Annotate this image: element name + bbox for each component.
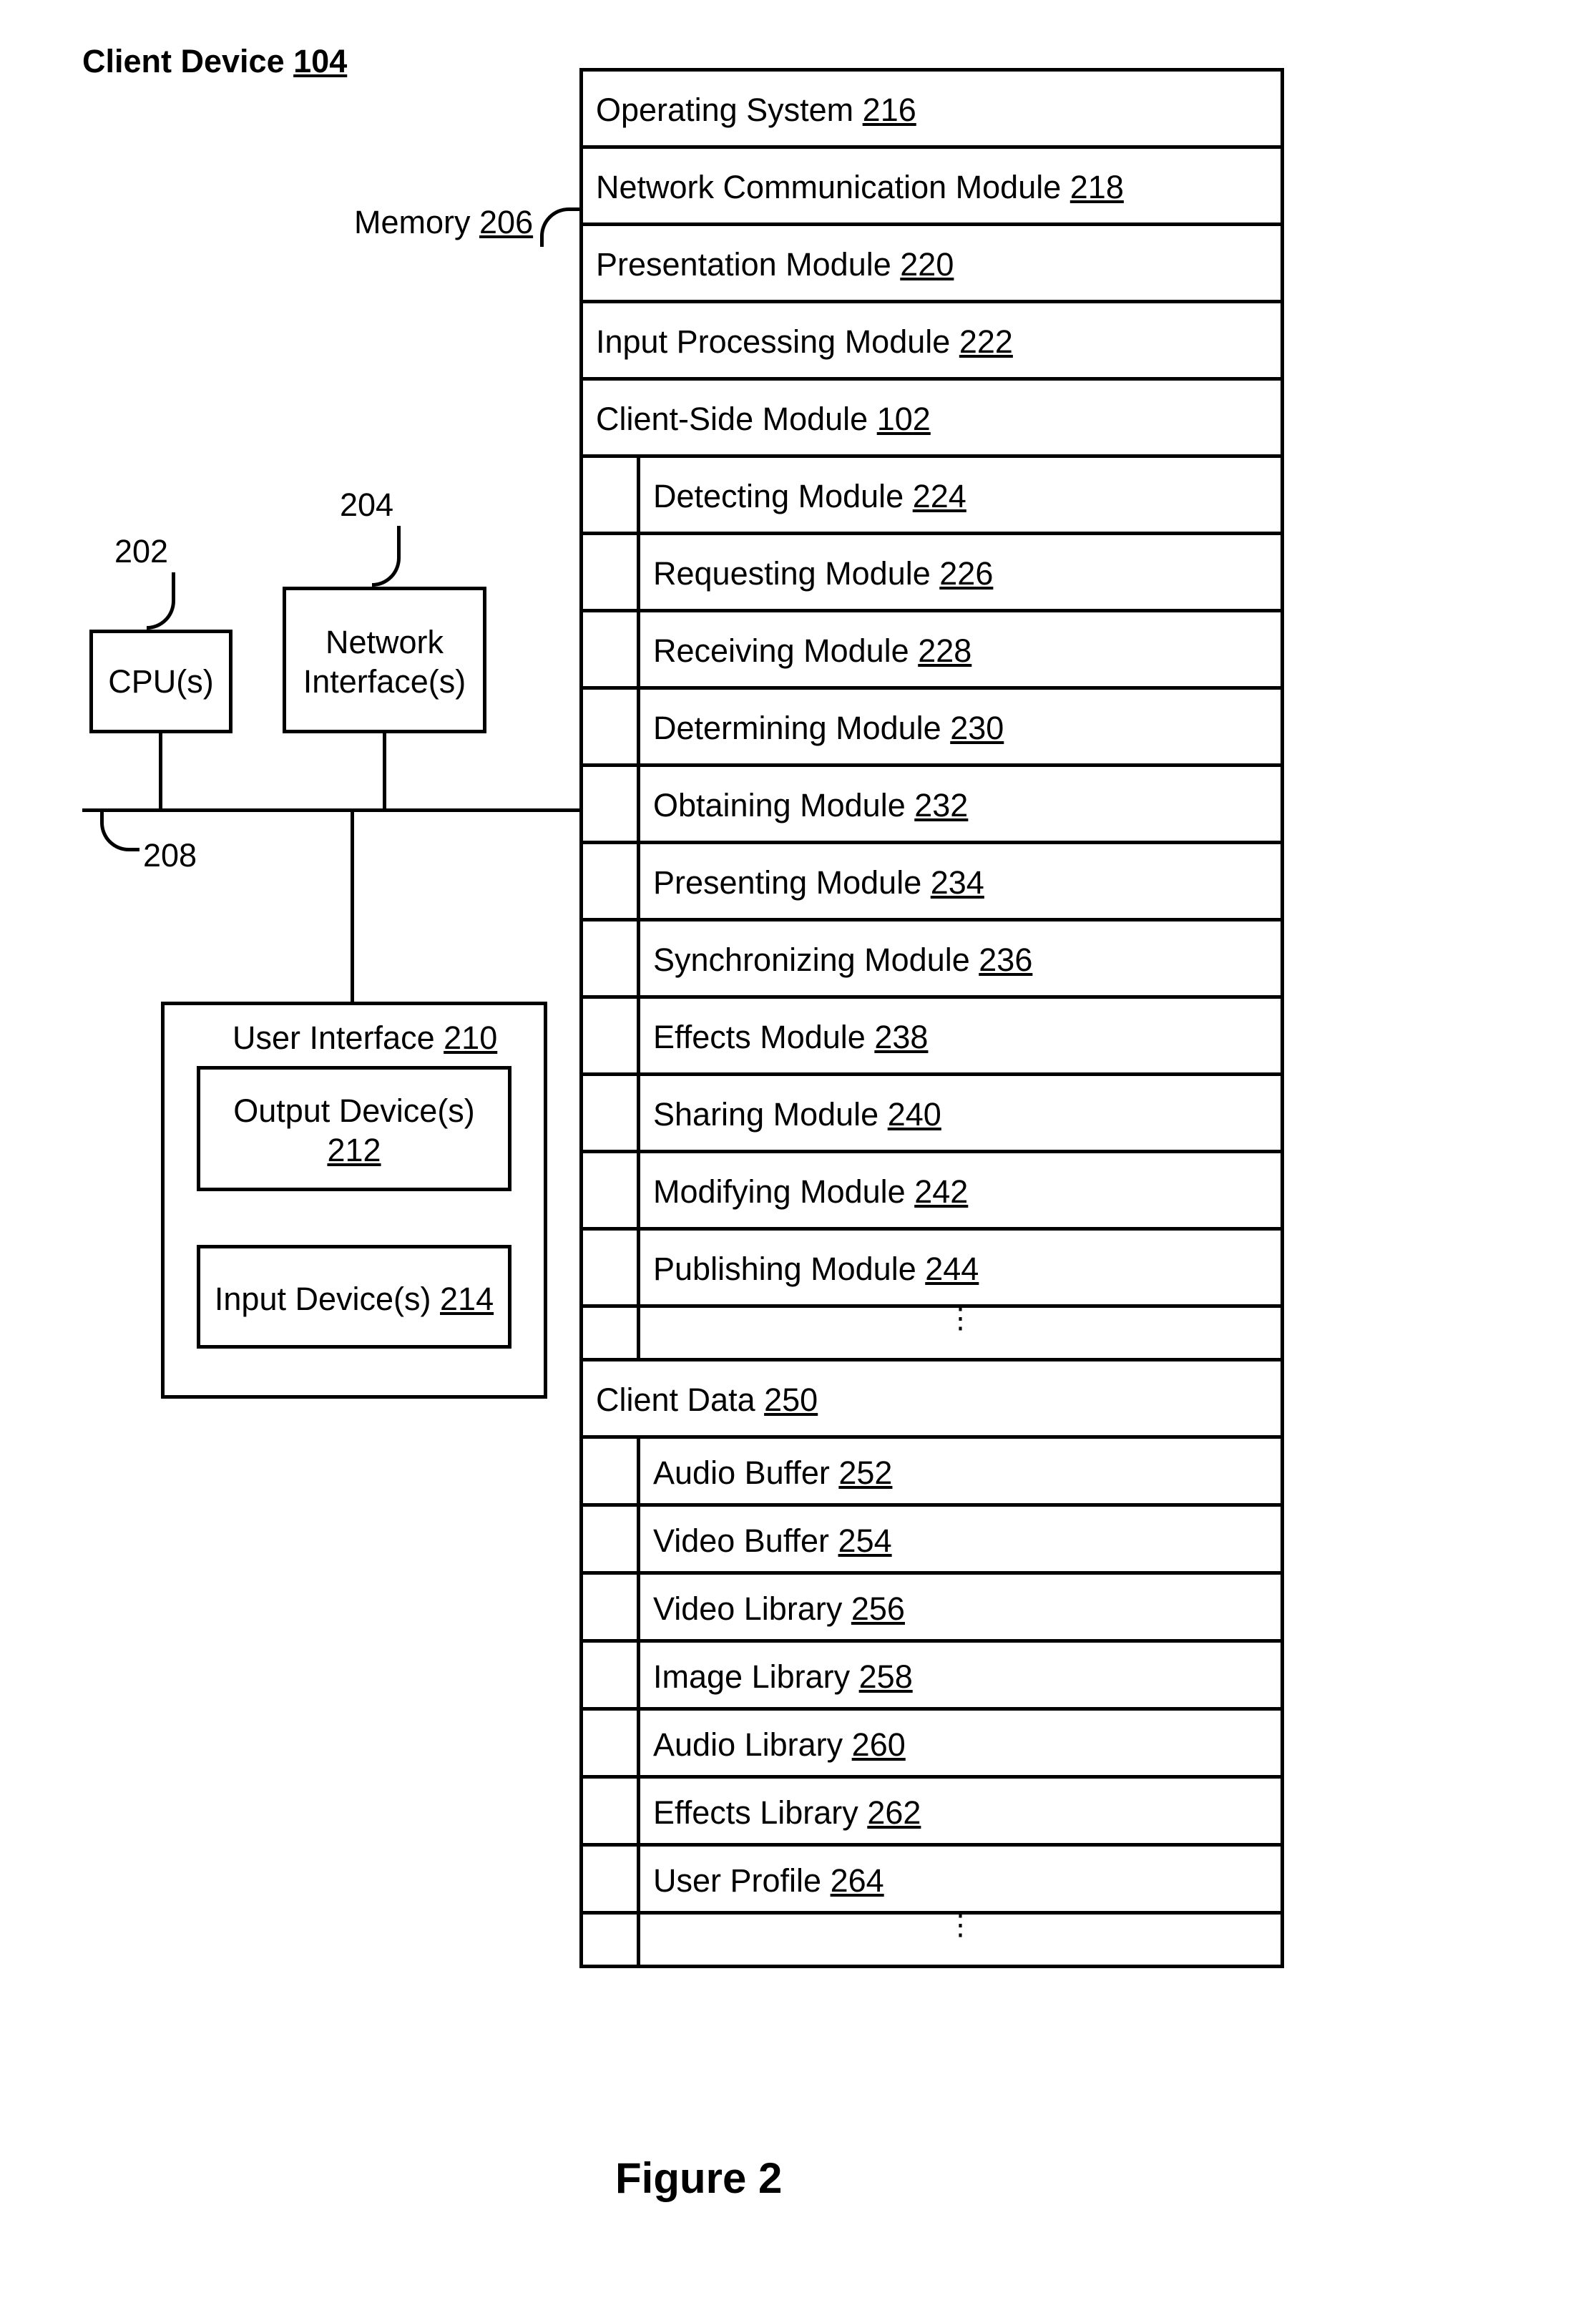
mem-row-ellipsis-2: ⋮ [583, 1915, 1281, 1968]
memory-table: Operating System 216 Network Communicati… [579, 68, 1284, 1968]
memory-lead-icon [540, 207, 579, 247]
out-ref: 212 [327, 1132, 381, 1168]
vertical-ellipsis-icon: ⋮ [946, 1308, 975, 1324]
mem-row-imagelib: Image Library 258 [583, 1643, 1281, 1711]
diagram-page: Client Device 104 CPU(s) 202 Network Int… [0, 0, 1596, 2298]
cpu-box: CPU(s) [89, 630, 232, 733]
mem-row-publishing: Publishing Module 244 [583, 1231, 1281, 1308]
mem-row-userprofile: User Profile 264 [583, 1847, 1281, 1915]
nif-label2: Interface(s) [303, 663, 466, 700]
mem-row-audiobuf: Audio Buffer 252 [583, 1439, 1281, 1507]
output-devices-box: Output Device(s) 212 [197, 1066, 511, 1191]
bus-lead-icon [100, 812, 139, 851]
nif-bus-line [383, 733, 386, 811]
mem-row-determining: Determining Module 230 [583, 690, 1281, 767]
vertical-ellipsis-icon: ⋮ [946, 1915, 975, 1930]
mem-row-presenting: Presenting Module 234 [583, 844, 1281, 921]
mem-row-effects: Effects Module 238 [583, 999, 1281, 1076]
nif-lead-icon [372, 526, 401, 587]
mem-row-videobuf: Video Buffer 254 [583, 1507, 1281, 1575]
inp-label: Input Device(s) [215, 1281, 431, 1317]
nif-ref: 204 [340, 487, 393, 524]
ui-label: User Interface 210 [232, 1020, 497, 1057]
figure-caption: Figure 2 [615, 2153, 782, 2203]
cpu-lead-icon [147, 572, 175, 630]
out-label: Output Device(s) [233, 1092, 475, 1129]
mem-row-clientdata-header: Client Data 250 [583, 1361, 1281, 1439]
mem-row-receiving: Receiving Module 228 [583, 612, 1281, 690]
input-devices-box: Input Device(s) 214 [197, 1245, 511, 1349]
mem-row-presentation: Presentation Module 220 [583, 226, 1281, 303]
ui-bus-line [351, 808, 354, 1002]
client-device-title: Client Device 104 [82, 43, 347, 80]
mem-row-videolib: Video Library 256 [583, 1575, 1281, 1643]
mem-row-ellipsis-1: ⋮ [583, 1308, 1281, 1361]
mem-row-inputproc: Input Processing Module 222 [583, 303, 1281, 381]
mem-row-detecting: Detecting Module 224 [583, 458, 1281, 535]
mem-row-audiolib: Audio Library 260 [583, 1711, 1281, 1779]
mem-row-sharing: Sharing Module 240 [583, 1076, 1281, 1153]
mem-row-clientside-header: Client-Side Module 102 [583, 381, 1281, 458]
mem-row-obtaining: Obtaining Module 232 [583, 767, 1281, 844]
mem-row-synchronizing: Synchronizing Module 236 [583, 921, 1281, 999]
memory-label: Memory 206 [354, 204, 533, 241]
inp-ref: 214 [440, 1281, 494, 1317]
bus-line [82, 808, 579, 812]
mem-row-effectslib: Effects Library 262 [583, 1779, 1281, 1847]
network-interface-box: Network Interface(s) [283, 587, 486, 733]
mem-row-os: Operating System 216 [583, 72, 1281, 149]
cpu-bus-line [159, 733, 162, 811]
mem-row-netcomm: Network Communication Module 218 [583, 149, 1281, 226]
nif-label1: Network [325, 624, 444, 660]
cpu-label: CPU(s) [108, 663, 213, 700]
mem-row-requesting: Requesting Module 226 [583, 535, 1281, 612]
cpu-ref: 202 [114, 533, 168, 570]
mem-row-modifying: Modifying Module 242 [583, 1153, 1281, 1231]
bus-ref: 208 [143, 837, 197, 874]
